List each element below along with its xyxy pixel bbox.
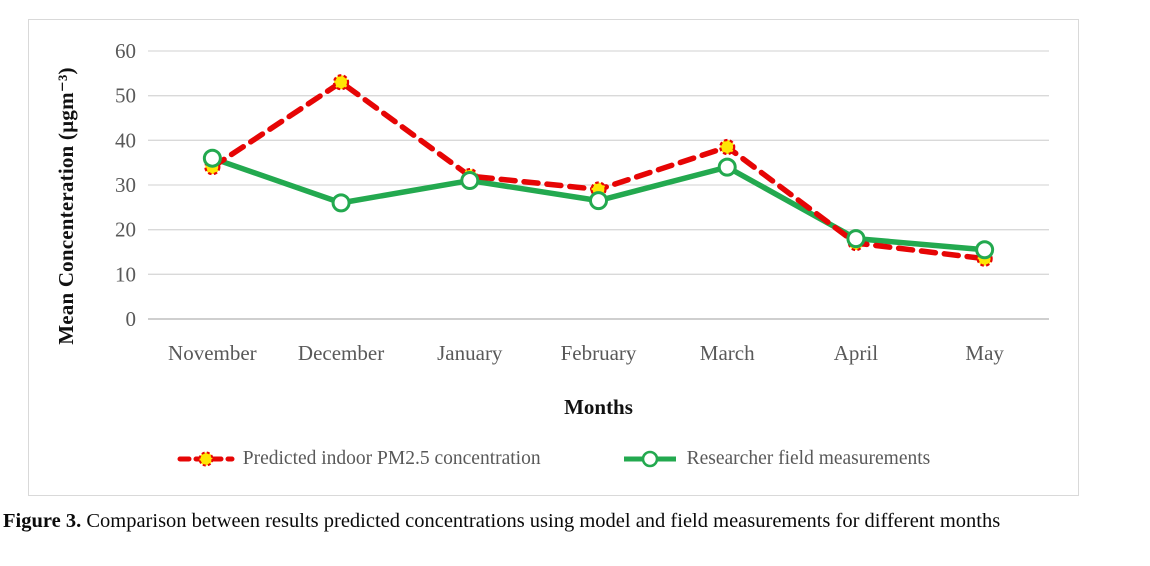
line-chart: 0 10 20 30 40 50 60 November December January Febr… [115,39,1049,365]
legend-marker [198,451,214,467]
data-point-predicted [719,138,736,156]
data-point-measured [589,191,608,211]
x-tick-label: January [437,341,503,365]
x-axis-title: Months [564,395,633,419]
y-tick-label: 40 [115,128,136,152]
legend-label-predicted: Predicted indoor PM2.5 concentration [242,448,541,469]
series-line-predicted [209,79,988,262]
data-point-measured [331,193,351,213]
y-tick-label: 50 [115,84,136,108]
legend-glyph [623,450,676,468]
y-axis-title: Mean Concenteration (µgm⁻³) [54,67,78,345]
x-tick-label: April [834,341,878,365]
legend-item-measured: Researcher field measurements [621,448,931,470]
green-solid-line-white-marker-icon [621,449,679,469]
data-point-measured [846,229,866,249]
data-point-predicted [332,74,350,91]
data-point-measured [975,240,995,260]
y-tick-label: 30 [115,173,136,197]
legend-item-predicted: Predicted indoor PM2.5 concentration [177,448,541,470]
data-point-measured [202,148,222,168]
x-tick-label: May [965,341,1004,365]
x-tick-label: March [700,341,755,365]
chart-panel: 0 10 20 30 40 50 60 November December January Febr… [28,19,1079,496]
legend-label-measured: Researcher field measurements [686,448,931,469]
figure-caption: Figure 3. Comparison between results pre… [3,510,1148,533]
y-tick-label: 10 [115,262,136,286]
figure-caption-text: Comparison between results predicted con… [81,510,1001,532]
figure-caption-label: Figure 3. [3,510,82,532]
y-tick-label: 60 [115,39,136,63]
legend-glyph [177,451,235,467]
legend-marker [641,450,658,468]
x-tick-label: December [298,341,384,365]
x-tick-label: February [561,341,637,365]
y-tick-label: 0 [126,307,137,331]
y-tick-label: 20 [115,218,136,242]
data-point-measured [460,171,480,191]
x-tick-label: November [168,341,257,365]
data-point-measured [717,157,737,177]
red-dashed-line-yellow-marker-icon [177,449,235,469]
legend: Predicted indoor PM2.5 concentration Res… [29,448,1078,470]
